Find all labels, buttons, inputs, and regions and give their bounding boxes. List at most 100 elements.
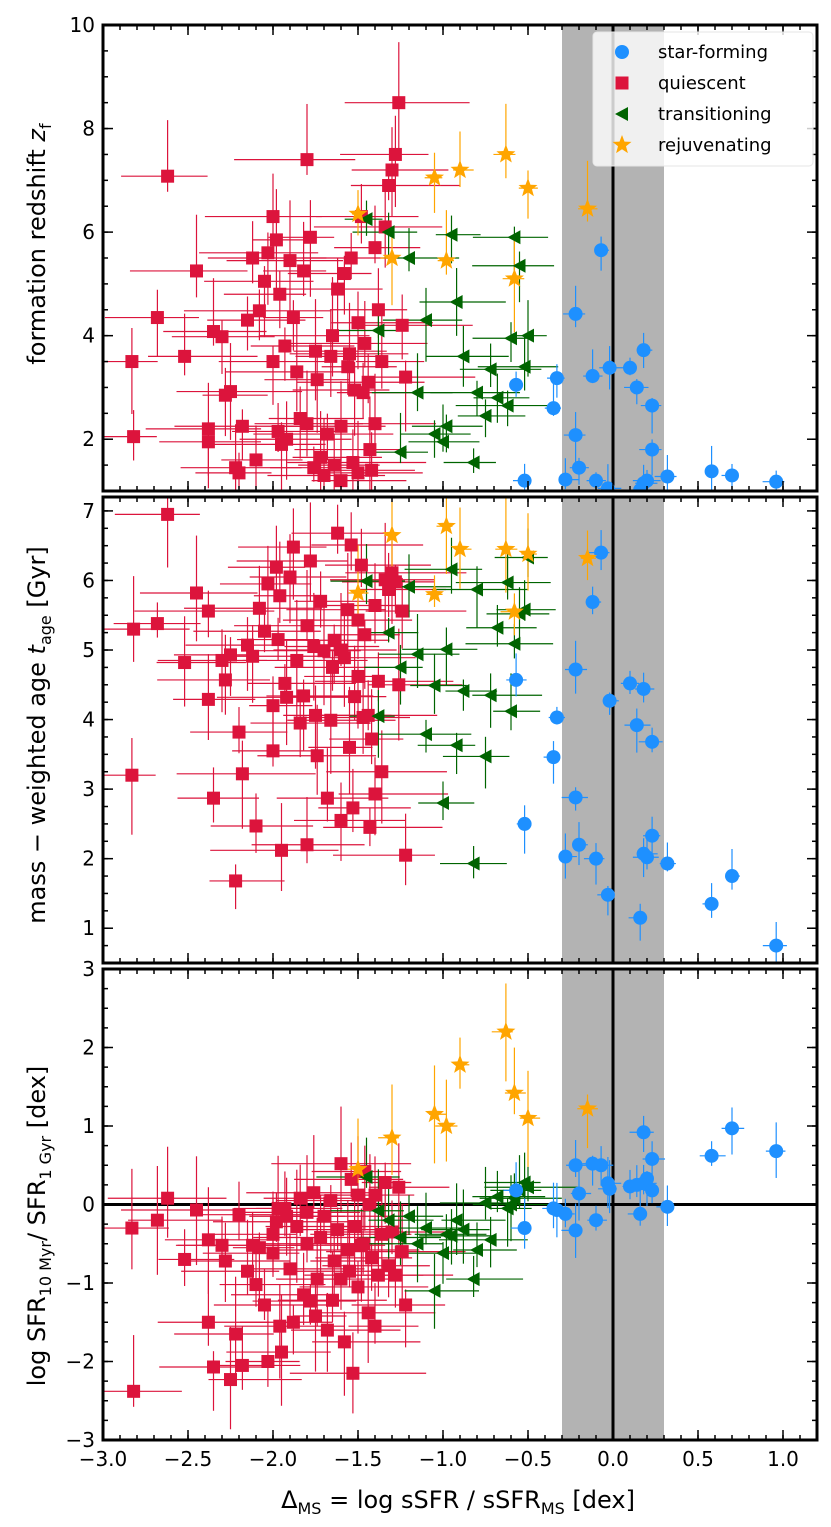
point-quiescent: [258, 624, 271, 638]
legend-marker-rejuvenating: [612, 135, 632, 154]
point-quiescent: [368, 241, 382, 255]
point-quiescent: [324, 1194, 338, 1208]
point-quiescent: [300, 417, 314, 431]
point-transitioning: [490, 390, 504, 405]
point-quiescent: [365, 732, 379, 746]
point-star-forming: [704, 464, 719, 479]
point-star-forming: [633, 910, 648, 925]
markers-quiescent: [125, 96, 413, 488]
point-rejuvenating: [518, 178, 538, 197]
point-quiescent: [365, 1251, 379, 1265]
point-transitioning: [504, 331, 517, 346]
point-transitioning: [410, 1236, 424, 1251]
point-quiescent: [300, 1205, 314, 1219]
point-quiescent: [341, 603, 355, 617]
point-quiescent: [375, 765, 389, 779]
point-quiescent: [371, 1268, 385, 1282]
point-star-forming: [645, 1183, 660, 1198]
point-quiescent: [320, 1323, 334, 1337]
point-quiescent: [354, 558, 368, 572]
point-star-forming: [546, 1201, 561, 1216]
point-star-forming: [645, 734, 660, 749]
point-star-forming: [645, 1151, 660, 1166]
point-quiescent: [348, 690, 362, 704]
point-quiescent: [395, 1245, 409, 1259]
point-quiescent: [388, 147, 402, 161]
point-transitioning: [371, 1203, 385, 1218]
point-quiescent: [351, 1280, 365, 1294]
point-star-forming: [568, 1223, 583, 1238]
point-transitioning: [402, 251, 415, 265]
point-quiescent: [241, 1264, 254, 1278]
point-quiescent: [310, 373, 324, 387]
point-quiescent: [399, 1298, 413, 1312]
point-quiescent: [326, 1293, 339, 1307]
point-quiescent: [337, 1335, 351, 1349]
point-quiescent: [331, 1223, 345, 1237]
point-star-forming: [640, 850, 654, 865]
point-transitioning: [483, 1232, 497, 1247]
y-tick-label: 5: [82, 638, 95, 662]
point-transitioning: [500, 575, 514, 590]
y-tick-label: 2: [82, 847, 95, 871]
point-rejuvenating: [578, 1098, 597, 1117]
panel-frame: [101, 23, 819, 493]
point-star-forming: [568, 428, 583, 443]
point-quiescent: [314, 1230, 328, 1244]
x-axis-label: ΔMS = log sSFR / sSFRMS [dex]: [281, 1486, 635, 1518]
point-star-forming: [725, 468, 739, 483]
point-star-forming: [585, 595, 600, 610]
errorbars-rejuvenating: [344, 983, 598, 1184]
point-quiescent: [368, 1319, 382, 1333]
point-quiescent: [368, 599, 382, 613]
point-rejuvenating: [450, 539, 470, 558]
point-star-forming: [568, 790, 583, 805]
point-transitioning: [439, 642, 453, 657]
y-tick-label: 10: [70, 13, 95, 37]
point-transitioning: [393, 1230, 407, 1245]
point-quiescent: [343, 1264, 356, 1278]
point-quiescent: [334, 419, 348, 433]
point-rejuvenating: [496, 144, 516, 163]
point-rejuvenating: [518, 544, 538, 563]
point-quiescent: [252, 601, 266, 615]
point-quiescent: [365, 463, 379, 477]
point-transitioning: [427, 427, 441, 442]
point-star-forming: [558, 849, 573, 864]
point-transitioning: [427, 1283, 441, 1298]
point-quiescent: [249, 1278, 263, 1292]
point-transitioning: [393, 660, 407, 675]
point-quiescent: [337, 267, 351, 281]
point-star-forming: [704, 1148, 719, 1163]
point-transitioning: [456, 684, 470, 699]
x-tick-label: −1.0: [419, 1447, 468, 1471]
point-quiescent: [378, 1176, 392, 1190]
point-quiescent: [280, 432, 294, 446]
y-tick-label: 4: [82, 324, 95, 348]
point-transitioning: [470, 582, 483, 597]
point-transitioning: [500, 398, 514, 413]
point-quiescent: [309, 708, 322, 722]
point-quiescent: [161, 169, 175, 183]
point-quiescent: [320, 791, 334, 805]
point-quiescent: [232, 466, 246, 480]
point-star-forming: [640, 473, 654, 488]
point-quiescent: [273, 1319, 287, 1333]
point-star-forming: [517, 816, 532, 831]
point-quiescent: [190, 1203, 203, 1217]
point-transitioning: [359, 574, 373, 589]
point-quiescent: [249, 453, 263, 467]
y-tick-label: 0: [82, 1193, 95, 1217]
point-star-forming: [568, 1158, 583, 1173]
point-quiescent: [150, 1213, 164, 1227]
point-transitioning: [466, 1272, 480, 1287]
point-quiescent: [399, 848, 413, 862]
point-quiescent: [356, 1237, 370, 1251]
point-quiescent: [290, 365, 304, 379]
point-quiescent: [252, 304, 266, 318]
point-quiescent: [232, 1208, 246, 1222]
point-quiescent: [303, 554, 317, 568]
point-quiescent: [385, 163, 399, 177]
point-star-forming: [546, 401, 561, 416]
errorbars-transitioning: [335, 200, 559, 473]
